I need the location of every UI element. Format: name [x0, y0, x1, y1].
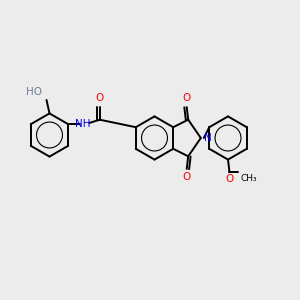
Text: O: O	[183, 94, 191, 103]
Text: CH₃: CH₃	[241, 174, 257, 183]
Text: O: O	[183, 172, 191, 182]
Text: HO: HO	[26, 87, 42, 97]
Text: NH: NH	[76, 119, 91, 129]
Text: O: O	[225, 174, 234, 184]
Text: N: N	[204, 133, 212, 143]
Text: O: O	[96, 94, 104, 103]
